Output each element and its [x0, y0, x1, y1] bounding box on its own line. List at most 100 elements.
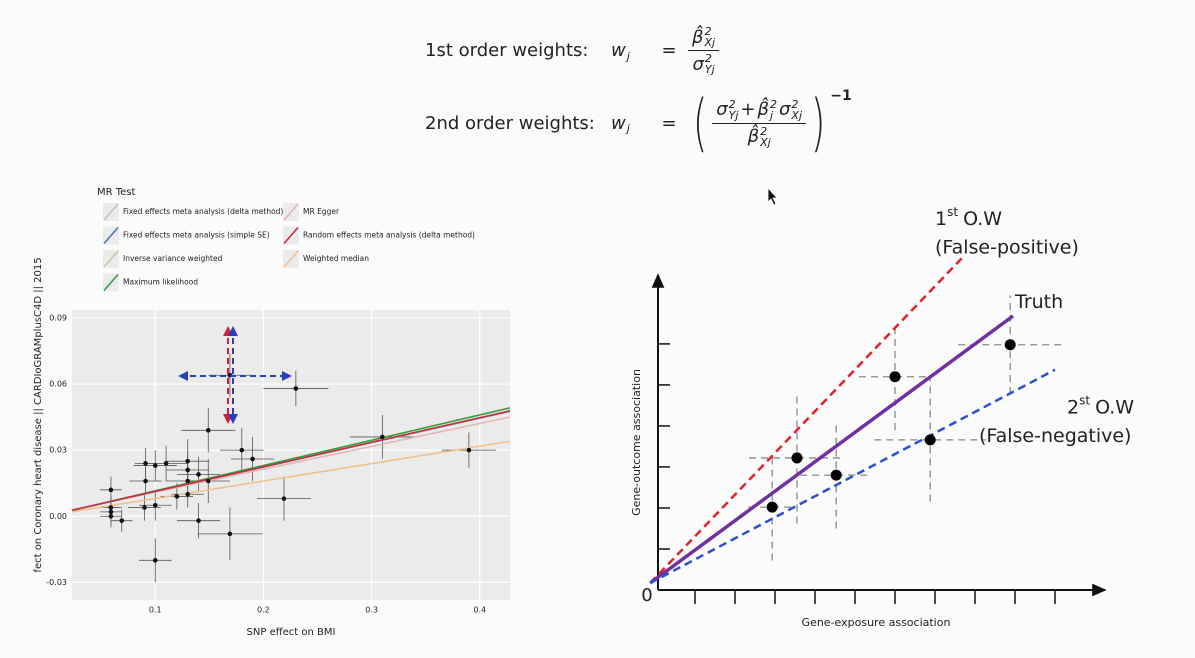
point: [185, 458, 191, 464]
legend-swatch: [103, 250, 119, 268]
math-base: β̂: [692, 26, 704, 48]
formula: 1st order weights: w j = β̂ 2 Xj σ 2 Yj: [425, 26, 720, 75]
legend-swatch: [283, 203, 299, 221]
line-label-note: (False-negative): [979, 425, 1131, 447]
math-base: w: [611, 112, 626, 134]
legend-swatch: [283, 250, 299, 268]
point: [205, 478, 211, 484]
math-term: β̂ 2 j: [758, 99, 778, 121]
fit-line: [71, 410, 511, 512]
fit-line: [649, 368, 1056, 585]
math-scripts: 2 Yj: [729, 99, 739, 121]
point: [227, 531, 233, 537]
line-label: Truth: [1014, 291, 1063, 313]
y-tick-label: 0.03: [49, 446, 67, 455]
math-sup: 2: [728, 97, 736, 111]
math-sub: j: [626, 122, 630, 135]
origin-label: 0: [641, 585, 652, 606]
label-number: 2: [1067, 396, 1079, 418]
math-base: σ: [692, 53, 704, 75]
point: [239, 447, 245, 453]
fraction: σ 2 Yj + β̂ 2 j σ 2 Xj β̂ 2 Xj: [712, 99, 807, 148]
math-sub: Xj: [704, 36, 716, 49]
math-term: β̂ 2 Xj: [692, 26, 715, 48]
x-axis-label: SNP effect on BMI: [247, 627, 336, 638]
math-sub: j: [770, 108, 774, 122]
point: [281, 496, 287, 501]
point: [143, 478, 148, 484]
point: [163, 461, 169, 466]
legend-swatch: [283, 226, 299, 245]
paren: (: [692, 86, 708, 159]
math-term: σ 2 Yj: [716, 99, 738, 121]
math-sup: 2: [791, 97, 799, 111]
point: [185, 478, 191, 484]
label-text: O.W: [963, 207, 1002, 229]
math-sup: 2: [704, 52, 712, 65]
math-sup: 2: [704, 25, 712, 38]
line-label: 1st O.W: [935, 204, 1002, 229]
x-tick-label: 0.4: [473, 606, 486, 615]
math-base: w: [611, 40, 626, 61]
y-tick-label: 0.09: [49, 313, 67, 322]
math-sub: Xj: [760, 135, 771, 149]
point: [380, 434, 385, 440]
label-text: Truth: [1014, 291, 1063, 313]
point: [142, 505, 147, 510]
point: [466, 447, 472, 453]
point: [185, 467, 191, 473]
math-base: β̂: [757, 99, 770, 120]
label-number: 1: [935, 207, 947, 229]
point: [119, 518, 125, 523]
denominator: β̂ 2 Xj: [744, 124, 775, 148]
power: −1: [830, 88, 852, 104]
fraction: β̂ 2 Xj σ 2 Yj: [688, 26, 720, 75]
math-sub: Xj: [791, 108, 803, 122]
math-sub: Yj: [704, 63, 715, 76]
formula-eq: =: [661, 112, 677, 134]
point: [766, 501, 778, 513]
label-suffix: st: [947, 204, 958, 218]
label-text: O.W: [1095, 396, 1134, 418]
x-tick-label: 0.3: [365, 606, 378, 615]
line-label-note: (False-positive): [935, 236, 1079, 258]
y-tick-label: -0.03: [46, 578, 67, 587]
math-term: β̂ 2 Xj: [748, 126, 771, 148]
point: [830, 469, 842, 481]
math-term: σ 2 Yj: [692, 53, 714, 75]
point: [250, 456, 255, 462]
point: [196, 518, 201, 523]
paren: ): [810, 86, 826, 159]
point: [108, 505, 114, 510]
legend-swatch: [103, 226, 119, 245]
math-scripts: j: [627, 112, 630, 134]
legend-title: MR Test: [97, 187, 136, 198]
y-tick-label: 0.06: [49, 380, 67, 389]
line-label: 2st O.W: [1067, 393, 1134, 418]
math-scripts: 2 Yj: [705, 53, 715, 75]
point: [196, 472, 201, 477]
y-axis-label: fect on Coronary heart disease || CARDIo…: [33, 257, 44, 572]
math-base: σ: [716, 99, 728, 120]
legend-label: Fixed effects meta analysis (delta metho…: [123, 207, 283, 216]
math-term: σ 2 Xj: [779, 99, 802, 121]
formula: 2nd order weights: w j =(σ 2 Yj + β̂ 2 j σ 2 Xj β̂ 2 Xj…: [425, 86, 852, 159]
y-axis-label: Gene-outcome association: [630, 369, 643, 516]
point: [1004, 339, 1016, 351]
legend-label: Maximum likelihood: [123, 278, 198, 287]
numerator: β̂ 2 Xj: [688, 26, 720, 51]
point: [791, 452, 803, 464]
point: [185, 491, 191, 497]
math-sup: 2: [760, 124, 768, 138]
legend-label: Fixed effects meta analysis (simple SE): [123, 231, 270, 240]
math-scripts: j: [627, 40, 630, 62]
legend-label: MR Egger: [303, 207, 340, 216]
math-scripts: 2 Xj: [791, 99, 802, 121]
